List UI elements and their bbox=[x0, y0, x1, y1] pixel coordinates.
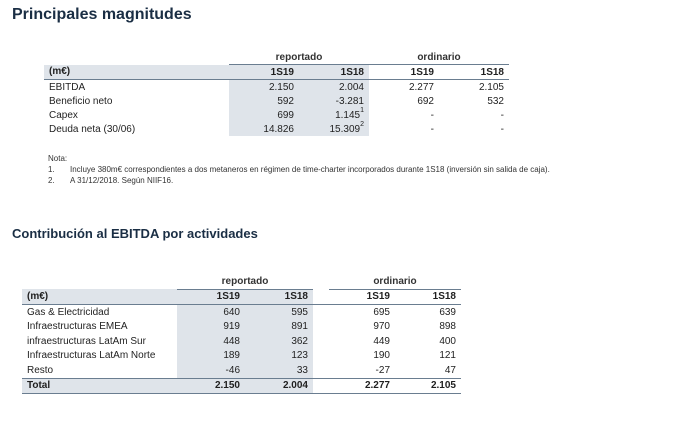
table-row: Capex 699 1.1451 - - bbox=[44, 107, 509, 122]
cell: 33 bbox=[245, 363, 313, 378]
cell: 15.3092 bbox=[299, 121, 369, 136]
col-ordinario-1s19: 1S19 bbox=[366, 291, 390, 303]
cell: 891 bbox=[245, 319, 313, 334]
cell: 2.004 bbox=[299, 79, 369, 94]
contribucion-ebitda-table: reportado ordinario (m€) 1S19 1S18 1S19 … bbox=[22, 274, 461, 394]
cell: - bbox=[500, 123, 504, 135]
cell: 2.277 bbox=[364, 380, 390, 392]
footnote-ref: 1 bbox=[360, 107, 364, 115]
footnote-1: 1. Incluye 380m€ correspondientes a dos m… bbox=[48, 165, 550, 174]
unit-header: (m€) bbox=[44, 64, 229, 80]
group-ordinario: ordinario bbox=[329, 274, 461, 290]
column-header-row: (m€) 1S19 1S18 1S19 1S18 bbox=[44, 64, 509, 80]
cell: - bbox=[500, 109, 504, 121]
table-row: Gas & Electricidad 640 595 695 639 bbox=[22, 304, 461, 320]
page-title: Principales magnitudes bbox=[12, 6, 192, 23]
cell: 14.826 bbox=[229, 122, 299, 136]
cell: 595 bbox=[245, 304, 313, 320]
cell: 47 bbox=[444, 364, 456, 376]
cell: 970 bbox=[373, 321, 390, 333]
column-header-row: (m€) 1S19 1S18 1S19 1S18 bbox=[22, 289, 461, 305]
cell: 2.004 bbox=[245, 378, 313, 394]
cell: 898 bbox=[439, 321, 456, 333]
cell: 640 bbox=[177, 304, 245, 320]
cell: 695 bbox=[373, 306, 390, 318]
cell: 190 bbox=[373, 350, 390, 362]
col-ordinario-1s18: 1S18 bbox=[432, 291, 456, 303]
group-ordinario: ordinario bbox=[369, 50, 509, 65]
cell: 362 bbox=[245, 334, 313, 349]
group-reportado: reportado bbox=[229, 50, 369, 65]
cell: 2.105 bbox=[430, 380, 456, 392]
cell: 1.1451 bbox=[299, 107, 369, 122]
cell: 123 bbox=[245, 348, 313, 363]
table-row: Deuda neta (30/06) 14.826 15.3092 - - bbox=[44, 121, 509, 136]
cell: 2.150 bbox=[177, 378, 245, 394]
group-reportado: reportado bbox=[177, 274, 313, 290]
footnote-2: 2. A 31/12/2018. Según NIIF16. bbox=[48, 176, 174, 185]
row-label: Infraestructuras EMEA bbox=[27, 321, 128, 333]
row-label: Gas & Electricidad bbox=[27, 306, 110, 318]
principales-magnitudes-table: reportado ordinario (m€) 1S19 1S18 1S19 … bbox=[44, 50, 509, 136]
col-reportado-1s18: 1S18 bbox=[299, 64, 369, 80]
table-row: Infraestructuras EMEA 919 891 970 898 bbox=[22, 319, 461, 334]
total-row: Total 2.150 2.004 2.277 2.105 bbox=[22, 378, 461, 394]
table-row: Beneficio neto 592 -3.281 692 532 bbox=[44, 94, 509, 108]
col-reportado-1s19: 1S19 bbox=[229, 64, 299, 80]
cell: - bbox=[430, 109, 434, 121]
cell: 592 bbox=[229, 94, 299, 108]
unit-header: (m€) bbox=[22, 289, 177, 305]
cell: 919 bbox=[177, 319, 245, 334]
notes-label: Nota: bbox=[48, 154, 68, 163]
col-reportado-1s19: 1S19 bbox=[177, 289, 245, 305]
row-label: Deuda neta (30/06) bbox=[49, 123, 136, 135]
total-label: Total bbox=[22, 378, 177, 394]
col-ordinario-1s18: 1S18 bbox=[480, 66, 504, 78]
table-row: Resto -46 33 -27 47 bbox=[22, 363, 461, 378]
footnote-ref: 2 bbox=[360, 121, 364, 129]
cell: 189 bbox=[177, 348, 245, 363]
table-row: Infraestructuras LatAm Norte 189 123 190… bbox=[22, 348, 461, 363]
cell: 2.277 bbox=[408, 81, 434, 93]
cell: - bbox=[430, 123, 434, 135]
group-header-row: reportado ordinario bbox=[44, 50, 509, 65]
table-row: infraestructuras LatAm Sur 448 362 449 4… bbox=[22, 334, 461, 349]
cell: 532 bbox=[487, 95, 504, 107]
cell: 400 bbox=[439, 335, 456, 347]
cell: 639 bbox=[439, 306, 456, 318]
row-label: infraestructuras LatAm Sur bbox=[27, 335, 146, 347]
row-label: Resto bbox=[27, 364, 54, 376]
footnotes: Nota: 1. Incluye 380m€ correspondientes a… bbox=[48, 153, 550, 186]
cell: -27 bbox=[375, 364, 390, 376]
row-label: Capex bbox=[49, 109, 78, 121]
row-label: Beneficio neto bbox=[49, 95, 113, 107]
cell: 121 bbox=[439, 350, 456, 362]
row-label: EBITDA bbox=[49, 81, 86, 93]
cell: -46 bbox=[177, 363, 245, 378]
cell: 2.105 bbox=[478, 81, 504, 93]
section-title: Contribución al EBITDA por actividades bbox=[12, 226, 258, 241]
cell: 692 bbox=[417, 95, 434, 107]
cell: -3.281 bbox=[299, 94, 369, 108]
col-ordinario-1s19: 1S19 bbox=[410, 66, 434, 78]
row-label: Infraestructuras LatAm Norte bbox=[27, 350, 156, 362]
cell: 448 bbox=[177, 334, 245, 349]
cell: 449 bbox=[373, 335, 390, 347]
col-reportado-1s18: 1S18 bbox=[245, 289, 313, 305]
group-header-row: reportado ordinario bbox=[22, 274, 461, 290]
cell: 2.150 bbox=[229, 79, 299, 94]
table-row: EBITDA 2.150 2.004 2.277 2.105 bbox=[44, 79, 509, 94]
cell: 699 bbox=[229, 108, 299, 122]
